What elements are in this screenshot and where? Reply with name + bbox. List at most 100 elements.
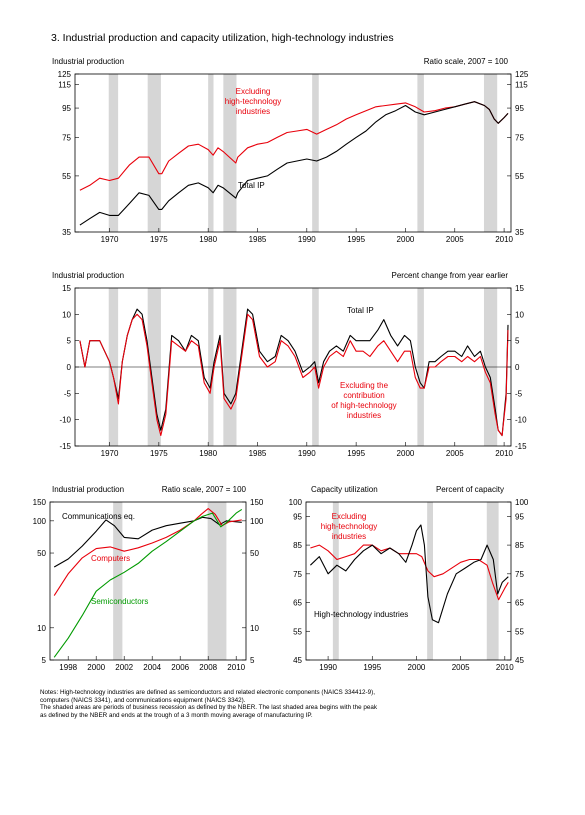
figure-title: 3. Industrial production and capacity ut… bbox=[51, 32, 394, 44]
panel4-right-label: Percent of capacity bbox=[436, 485, 504, 494]
y-tick-label-left: 115 bbox=[58, 80, 71, 89]
notes-line: as defined by the NBER and ends at the t… bbox=[40, 711, 313, 719]
y-tick-label-right: 75 bbox=[515, 570, 524, 579]
y-tick-label-left: 55 bbox=[293, 627, 302, 636]
y-tick-label-right: 0 bbox=[515, 363, 520, 372]
panel1-annotation-industries: industries bbox=[236, 107, 270, 116]
x-tick-label: 1985 bbox=[249, 235, 267, 244]
x-tick-label: 2005 bbox=[446, 235, 464, 244]
y-tick-label-left: 125 bbox=[58, 70, 72, 79]
series-line-black bbox=[79, 308, 509, 437]
series-line-red bbox=[79, 101, 509, 191]
panel2-left-label: Industrial production bbox=[52, 271, 124, 280]
y-tick-label-left: 55 bbox=[62, 172, 71, 181]
y-tick-label-right: 75 bbox=[515, 133, 524, 142]
x-tick-label: 2010 bbox=[227, 663, 245, 672]
recession-shade bbox=[417, 74, 424, 232]
x-tick-label: 1995 bbox=[347, 449, 365, 458]
x-tick-label: 2008 bbox=[199, 663, 217, 672]
recession-shade bbox=[147, 74, 161, 232]
y-tick-label-left: 5 bbox=[67, 337, 72, 346]
x-tick-label: 2000 bbox=[408, 663, 426, 672]
panel4-annotation-excluding: Excluding bbox=[332, 512, 367, 521]
y-tick-label-left: -10 bbox=[59, 416, 71, 425]
panel4-annotation-high-tech: high-technology bbox=[321, 522, 377, 531]
x-tick-label: 1975 bbox=[150, 449, 168, 458]
y-tick-label-left: 15 bbox=[62, 284, 71, 293]
panel1-annotation-high-tech: high-technology bbox=[225, 97, 281, 106]
notes-line: The shaded areas are periods of business… bbox=[40, 704, 377, 712]
y-tick-label-left: 85 bbox=[293, 541, 302, 550]
panel3-annotation-communications: Communications eq. bbox=[62, 512, 135, 521]
y-tick-label-left: 0 bbox=[67, 363, 72, 372]
plot-frame bbox=[49, 501, 247, 661]
y-tick-label-left: 95 bbox=[293, 512, 302, 521]
y-tick-label-left: 65 bbox=[293, 599, 302, 608]
x-tick-label: 2010 bbox=[495, 449, 513, 458]
panel3-annotation-computers: Computers bbox=[91, 554, 130, 563]
panel4-left-label: Capacity utilization bbox=[311, 485, 378, 494]
y-tick-label-right: 95 bbox=[515, 104, 524, 113]
x-tick-label: 2000 bbox=[397, 235, 415, 244]
y-tick-label-right: 100 bbox=[250, 517, 264, 526]
series-line-green bbox=[53, 508, 243, 658]
series-line-black bbox=[79, 101, 509, 226]
recession-shade bbox=[486, 502, 499, 660]
y-tick-label-right: 50 bbox=[250, 549, 259, 558]
recession-shade bbox=[113, 502, 123, 660]
y-tick-label-right: 5 bbox=[250, 656, 255, 665]
x-tick-label: 1990 bbox=[298, 449, 316, 458]
y-tick-label-right: 55 bbox=[515, 627, 524, 636]
panel3-left-label: Industrial production bbox=[52, 485, 124, 494]
y-tick-label-right: 10 bbox=[515, 310, 524, 319]
y-tick-label-right: 45 bbox=[515, 656, 524, 665]
plot-frame bbox=[305, 501, 512, 661]
x-tick-label: 1980 bbox=[199, 449, 217, 458]
y-tick-label-left: 50 bbox=[37, 549, 46, 558]
y-tick-label-left: 100 bbox=[289, 498, 303, 507]
figure-notes: Notes: High-technology industries are de… bbox=[40, 689, 560, 719]
y-tick-label-right: 115 bbox=[515, 80, 528, 89]
x-tick-label: 2000 bbox=[397, 449, 415, 458]
panel2-annotation-contribution: contribution bbox=[343, 391, 384, 400]
x-tick-label: 1990 bbox=[319, 663, 337, 672]
y-tick-label-right: -10 bbox=[515, 416, 527, 425]
x-tick-label: 2004 bbox=[143, 663, 161, 672]
notes-line: computers (NAICS 3341), and communicatio… bbox=[40, 696, 246, 704]
panel1-right-label: Ratio scale, 2007 = 100 bbox=[424, 57, 509, 66]
panel1-annotation-total-ip: Total IP bbox=[238, 181, 265, 190]
y-tick-label-left: 35 bbox=[62, 228, 71, 237]
y-tick-label-right: 95 bbox=[515, 512, 524, 521]
recession-shade bbox=[332, 502, 339, 660]
x-tick-label: 1985 bbox=[249, 449, 267, 458]
panel3-right-label: Ratio scale, 2007 = 100 bbox=[162, 485, 247, 494]
recession-shade bbox=[207, 502, 227, 660]
y-tick-label-left: -15 bbox=[59, 442, 71, 451]
x-tick-label: 2006 bbox=[171, 663, 189, 672]
y-tick-label-right: 10 bbox=[250, 624, 259, 633]
y-tick-label-left: 5 bbox=[42, 656, 47, 665]
panel2-annotation-total-ip: Total IP bbox=[347, 306, 374, 315]
y-tick-label-left: 75 bbox=[62, 133, 71, 142]
series-line-red bbox=[79, 313, 509, 437]
x-tick-label: 1980 bbox=[199, 235, 217, 244]
panel1-annotation-excluding: Excluding bbox=[236, 87, 271, 96]
panel4-annotation-high-tech-industries: High-technology industries bbox=[314, 610, 408, 619]
y-tick-label-right: 100 bbox=[515, 498, 529, 507]
y-tick-label-left: 150 bbox=[33, 498, 47, 507]
x-tick-label: 2010 bbox=[496, 663, 514, 672]
x-tick-label: 1970 bbox=[101, 449, 119, 458]
panel1-left-label: Industrial production bbox=[52, 57, 124, 66]
panel2-annotation-excluding: Excluding the bbox=[340, 381, 389, 390]
y-tick-label-left: 100 bbox=[33, 517, 47, 526]
y-tick-label-right: 150 bbox=[250, 498, 264, 507]
y-tick-label-right: 65 bbox=[515, 599, 524, 608]
x-tick-label: 1995 bbox=[347, 235, 365, 244]
x-tick-label: 2000 bbox=[87, 663, 105, 672]
recession-shade bbox=[312, 74, 319, 232]
series-line-black bbox=[310, 524, 509, 624]
notes-line: Notes: High-technology industries are de… bbox=[40, 689, 375, 696]
plot-frame bbox=[74, 73, 512, 233]
